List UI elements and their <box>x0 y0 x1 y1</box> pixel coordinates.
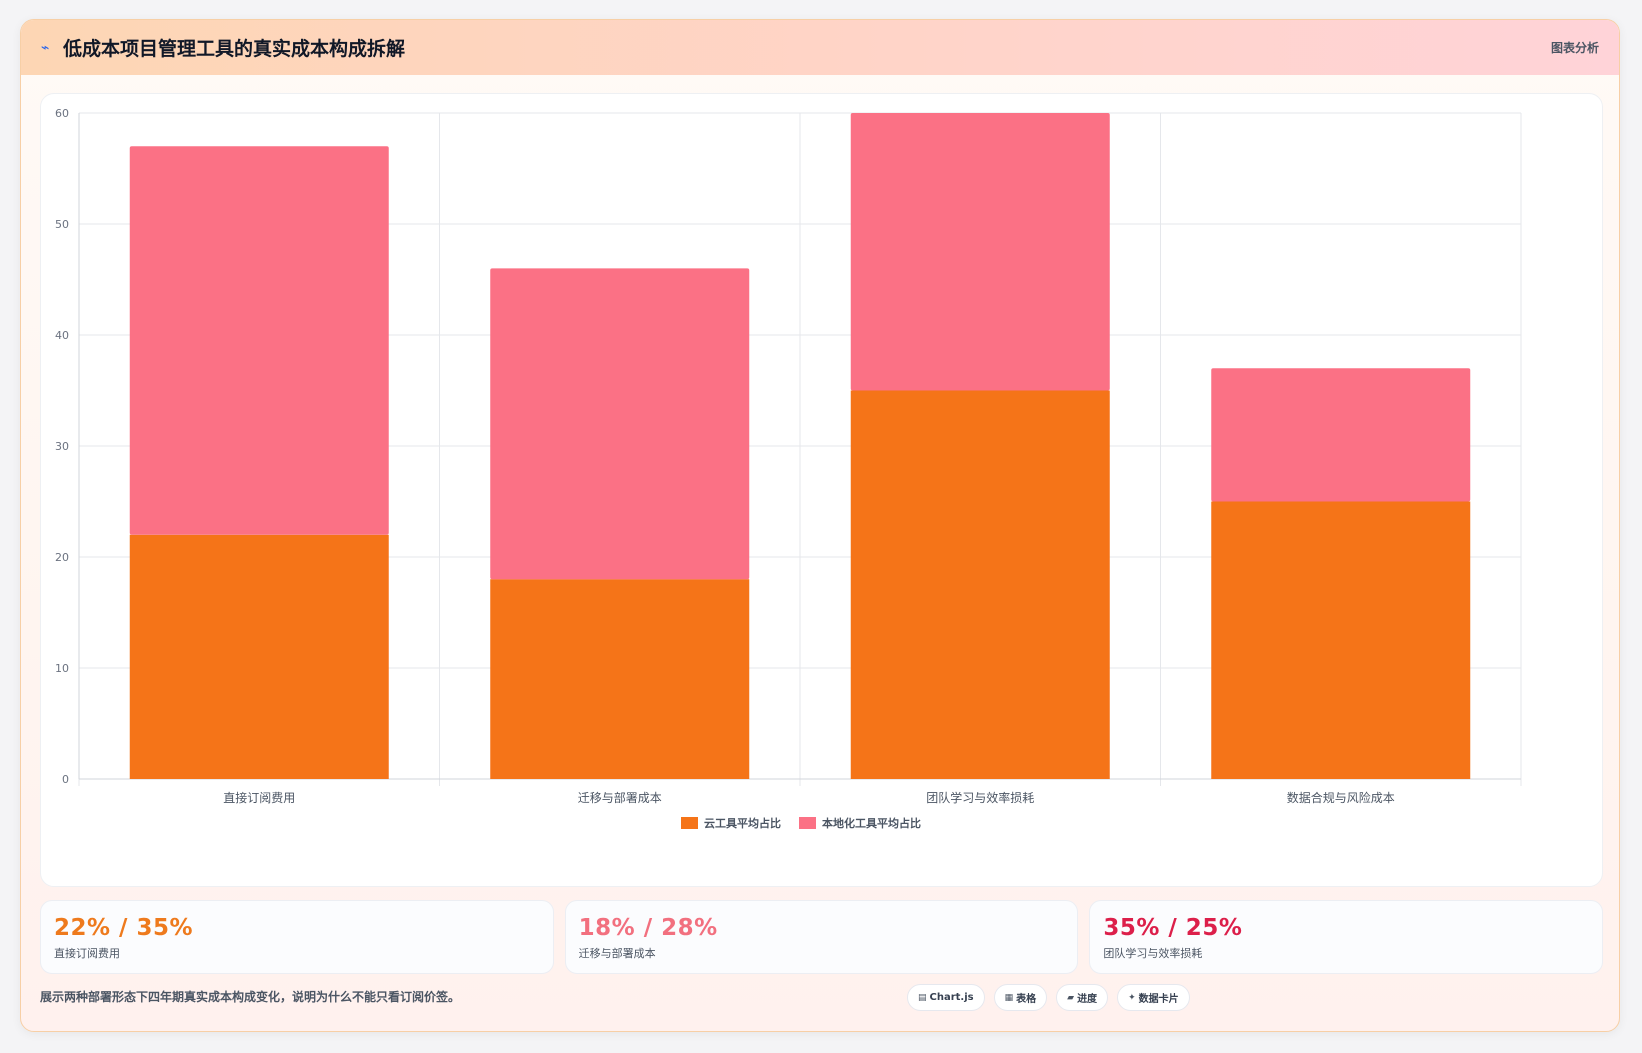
chip-table[interactable]: ▦ 表格 <box>993 984 1048 1011</box>
chart-panel: 0 10 20 30 40 50 60 直接订阅费用 迁移与部署成本 团队学习与效率损耗 数据合规与… <box>40 93 1603 887</box>
page-title: 低成本项目管理工具的真实成本构成拆解 <box>63 38 406 60</box>
stat-cards: 22% / 35% 直接订阅费用 18% / 28% 迁移与部署成本 35% /… <box>40 900 1604 974</box>
stat-label: 直接订阅费用 <box>54 947 120 960</box>
bar-segment <box>129 534 389 779</box>
y-tick-label: 50 <box>55 218 69 231</box>
card-header: ⌁ 低成本项目管理工具的真实成本构成拆解 图表分析 <box>21 20 1619 75</box>
chart-card: ⌁ 低成本项目管理工具的真实成本构成拆解 图表分析 0 10 20 30 40 50 60 直… <box>20 19 1620 1032</box>
bar-segment <box>1211 501 1471 779</box>
legend-label: 本地化工具平均占比 <box>822 816 921 830</box>
chart-icon: ⌁ <box>41 39 50 56</box>
stat-value: 22% / 35% <box>54 915 194 941</box>
y-tick-label: 0 <box>62 773 69 786</box>
chip-label: 数据卡片 <box>1138 994 1179 1005</box>
y-tick-label: 20 <box>55 551 69 564</box>
stacked-bar-chart: 0 10 20 30 40 50 60 直接订阅费用 迁移与部署成本 团队学习与效率损耗 数据合规与… <box>55 107 1522 830</box>
stat-value: 35% / 25% <box>1103 915 1243 941</box>
y-tick-label: 30 <box>55 440 69 453</box>
chip-label: Chart.js <box>929 992 974 1003</box>
stat-card: 35% / 25% 团队学习与效率损耗 <box>1089 900 1604 974</box>
x-tick-label: 迁移与部署成本 <box>578 790 662 805</box>
stat-card: 22% / 35% 直接订阅费用 <box>40 900 554 974</box>
stat-card: 18% / 28% 迁移与部署成本 <box>564 900 1079 974</box>
x-tick-label: 团队学习与效率损耗 <box>926 790 1034 805</box>
chip-progress[interactable]: ▰ 进度 <box>1056 984 1109 1011</box>
x-tick-label: 数据合规与风险成本 <box>1287 790 1395 805</box>
legend-swatch <box>799 817 816 829</box>
legend-swatch <box>681 817 698 829</box>
bar-segment <box>490 268 750 580</box>
y-tick-label: 60 <box>55 107 69 120</box>
chart-icon: ▤ <box>918 992 927 1003</box>
chip-label: 进度 <box>1077 994 1098 1005</box>
bar-segment <box>129 146 389 535</box>
chip-label: 表格 <box>1016 994 1037 1005</box>
stat-value: 18% / 28% <box>578 915 718 941</box>
bar-segment <box>850 390 1110 779</box>
title-wrap: ⌁ 低成本项目管理工具的真实成本构成拆解 <box>41 34 405 61</box>
stat-label: 迁移与部署成本 <box>578 947 656 960</box>
sparkle-icon: ✦ <box>1128 992 1136 1003</box>
y-tick-label: 10 <box>55 662 69 675</box>
chip-chartjs[interactable]: ▤ Chart.js <box>907 984 985 1011</box>
bar-segment <box>850 113 1110 391</box>
footer-note: 展示两种部署形态下四年期真实成本构成变化，说明为什么不能只看订阅价签。 <box>40 990 461 1004</box>
x-tick-label: 直接订阅费用 <box>223 790 295 805</box>
y-tick-label: 40 <box>55 329 69 342</box>
stat-label: 团队学习与效率损耗 <box>1103 947 1203 960</box>
progress-icon: ▰ <box>1067 992 1075 1003</box>
bar-segment <box>1211 368 1471 502</box>
table-icon: ▦ <box>1004 992 1014 1003</box>
legend-label: 云工具平均占比 <box>704 816 781 830</box>
chip-row: ▤ Chart.js ▦ 表格 ▰ 进度 ✦ 数据卡片 <box>907 984 1190 1011</box>
header-tag: 图表分析 <box>1550 41 1599 55</box>
bar-segment <box>490 579 750 779</box>
chip-data-card[interactable]: ✦ 数据卡片 <box>1117 984 1190 1011</box>
